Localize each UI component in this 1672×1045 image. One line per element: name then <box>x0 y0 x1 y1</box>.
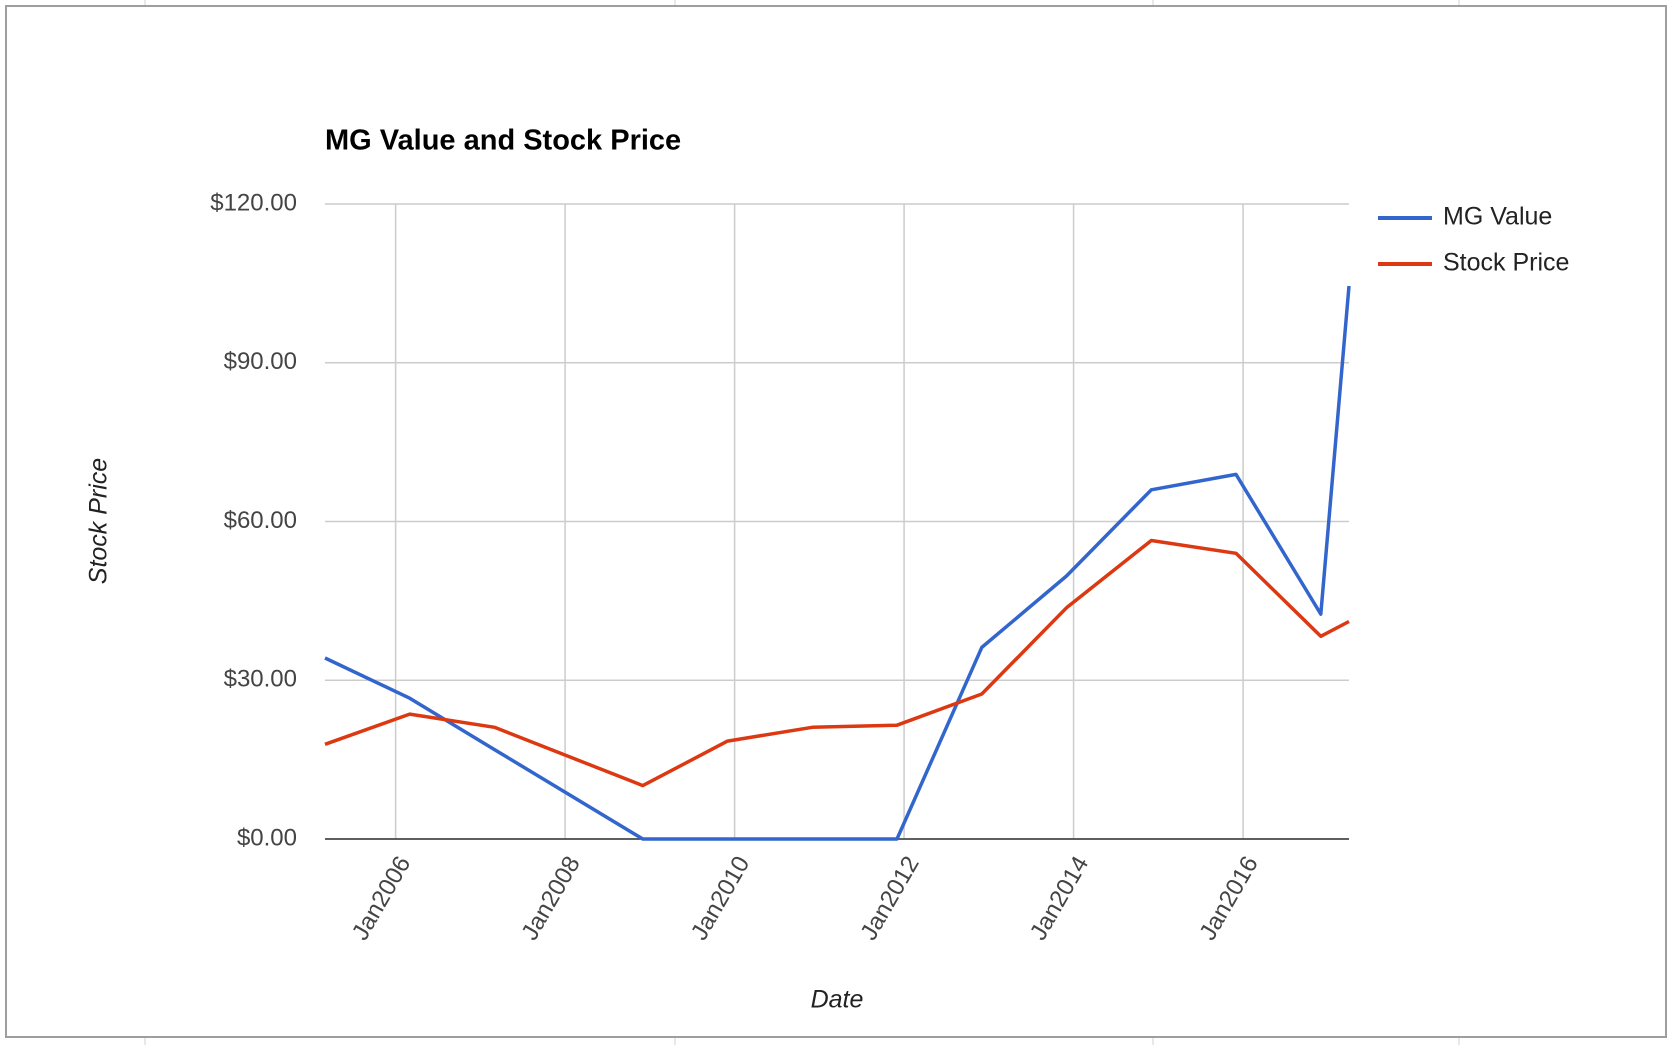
legend-label: MG Value <box>1443 203 1552 231</box>
y-tick-label: $90.00 <box>224 348 297 375</box>
y-tick-label: $120.00 <box>210 189 297 216</box>
series-line <box>324 538 1350 788</box>
y-tick-label: $30.00 <box>224 666 297 693</box>
sheet-background <box>144 0 1460 1045</box>
legend-label: Stock Price <box>1443 249 1569 277</box>
y-tick-label: $60.00 <box>224 507 297 534</box>
y-axis-label: Stock Price <box>85 458 113 584</box>
series-line <box>324 285 1351 841</box>
y-tick-label: $0.00 <box>237 824 297 851</box>
x-axis-label: Date <box>811 986 864 1014</box>
chart-title: MG Value and Stock Price <box>325 125 681 157</box>
